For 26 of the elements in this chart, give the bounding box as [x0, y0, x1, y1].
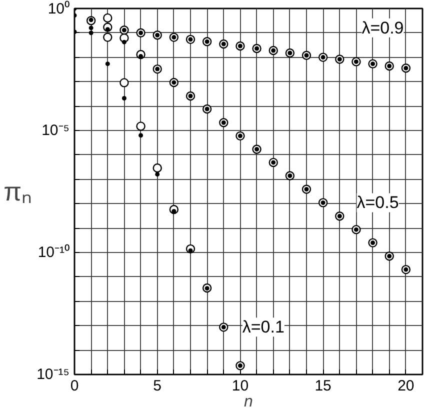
x-tick-label: 10 [232, 378, 249, 394]
point [105, 62, 110, 66]
point [122, 96, 126, 100]
x-tick-label: 15 [314, 378, 332, 394]
x-tick-label: 5 [153, 378, 162, 394]
point [122, 40, 126, 44]
point [103, 32, 112, 42]
x-tick-label: 0 [70, 378, 79, 394]
annotation: λ=0.5 [356, 193, 399, 212]
point [88, 26, 94, 30]
point [138, 133, 144, 138]
y-tick-label: 10⁻¹⁵ [36, 366, 70, 383]
point [88, 30, 94, 36]
y-tick-label: 10⁻⁵ [42, 122, 70, 139]
point [152, 163, 162, 173]
x-axis-title: n [244, 394, 254, 410]
point [120, 78, 129, 88]
annotation: λ=0.1 [242, 318, 284, 337]
x-tick-label: 20 [398, 378, 414, 394]
point [136, 122, 146, 131]
point [103, 13, 112, 23]
annotation: λ=0.9 [362, 18, 404, 38]
point [155, 172, 160, 177]
y-tick-label: 10⁻¹⁰ [38, 244, 70, 261]
y-tick-label: 10⁰ [48, 0, 70, 18]
y-axis-title: πₙ [4, 176, 32, 206]
